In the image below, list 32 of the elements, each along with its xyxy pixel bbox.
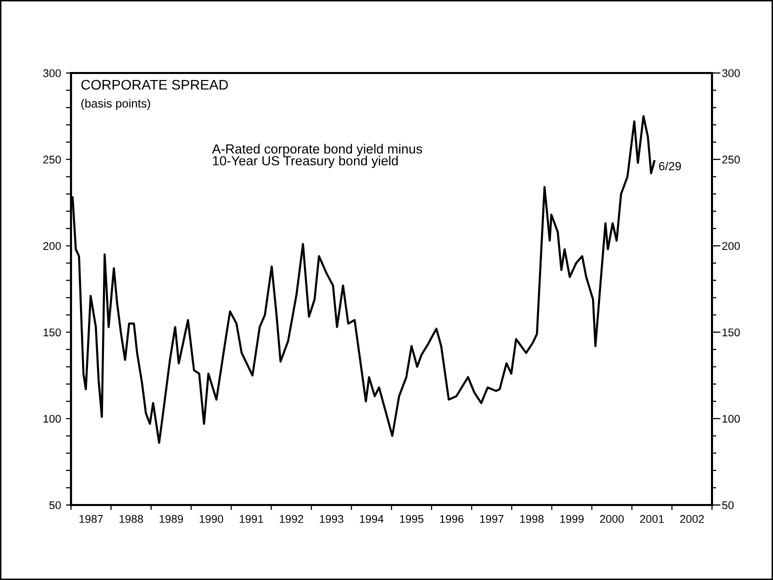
x-tick-label: 1988 [120, 515, 143, 523]
x-tick-label: 1999 [560, 515, 584, 523]
y2-tick-label: 50 [722, 501, 734, 510]
y-tick-label: 150 [44, 328, 61, 336]
y-tick-label: 250 [43, 156, 61, 164]
x-tick-label: 1989 [160, 515, 183, 523]
y-tick-label: 300 [43, 69, 61, 78]
y-tick-label: 100 [44, 414, 61, 423]
x-tick-label: 1987 [80, 515, 103, 523]
x-tick-label: 2001 [640, 515, 664, 523]
annotation: 6/29 [659, 162, 681, 170]
x-tick-label: 1994 [360, 515, 384, 523]
y-tick-label: 50 [49, 501, 61, 510]
annotation: A-Rated corporate bond yield minus 10-Year US Treasury bond yield [212, 144, 422, 168]
x-tick-label: 2002 [680, 515, 704, 523]
y2-tick-label: 100 [722, 414, 740, 423]
x-tick-label: 1996 [440, 515, 464, 523]
x-tick-label: 1990 [200, 515, 224, 523]
x-tick-label: 2000 [600, 515, 624, 523]
y2-tick-label: 300 [722, 69, 740, 78]
y-tick-label: 200 [43, 242, 61, 250]
x-tick-label: 1993 [320, 515, 344, 523]
chart-title: CORPORATE SPREAD [81, 80, 228, 90]
x-tick-label: 1991 [240, 515, 264, 523]
x-tick-label: 1995 [400, 515, 424, 523]
y2-tick-label: 250 [722, 156, 740, 164]
y2-tick-label: 150 [722, 328, 740, 336]
y2-tick-label: 200 [722, 242, 740, 250]
x-tick-label: 1998 [520, 515, 544, 523]
x-tick-label: 1997 [480, 515, 504, 523]
text: (basis points) [81, 98, 150, 110]
x-tick-label: 1992 [280, 515, 304, 523]
